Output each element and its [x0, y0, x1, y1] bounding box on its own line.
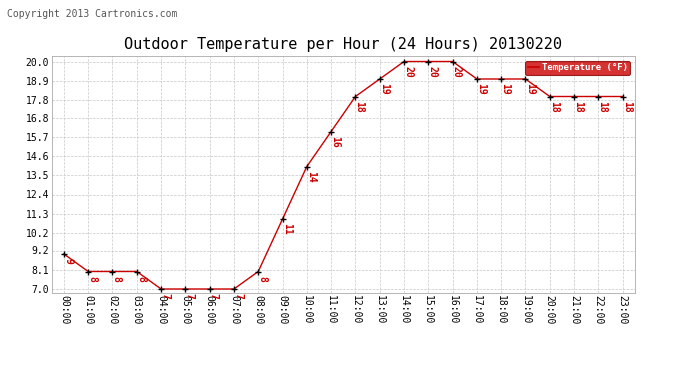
- Title: Outdoor Temperature per Hour (24 Hours) 20130220: Outdoor Temperature per Hour (24 Hours) …: [124, 37, 562, 52]
- Text: 8: 8: [112, 276, 121, 282]
- Text: 16: 16: [331, 136, 340, 147]
- Text: 14: 14: [306, 171, 316, 182]
- Text: 11: 11: [282, 223, 292, 235]
- Text: 8: 8: [257, 276, 268, 282]
- Text: 7: 7: [160, 293, 170, 299]
- Text: Copyright 2013 Cartronics.com: Copyright 2013 Cartronics.com: [7, 9, 177, 20]
- Text: 19: 19: [379, 83, 389, 95]
- Text: 19: 19: [500, 83, 511, 95]
- Text: 8: 8: [88, 276, 97, 282]
- Text: 18: 18: [355, 100, 364, 112]
- Text: 7: 7: [209, 293, 219, 299]
- Text: 7: 7: [184, 293, 195, 299]
- Text: 19: 19: [476, 83, 486, 95]
- Text: 20: 20: [428, 66, 437, 77]
- Legend: Temperature (°F): Temperature (°F): [525, 61, 630, 75]
- Text: 19: 19: [524, 83, 535, 95]
- Text: 7: 7: [233, 293, 243, 299]
- Text: 9: 9: [63, 258, 73, 264]
- Text: 18: 18: [573, 100, 583, 112]
- Text: 20: 20: [403, 66, 413, 77]
- Text: 8: 8: [136, 276, 146, 282]
- Text: 18: 18: [598, 100, 607, 112]
- Text: 18: 18: [549, 100, 559, 112]
- Text: 20: 20: [452, 66, 462, 77]
- Text: 18: 18: [622, 100, 632, 112]
